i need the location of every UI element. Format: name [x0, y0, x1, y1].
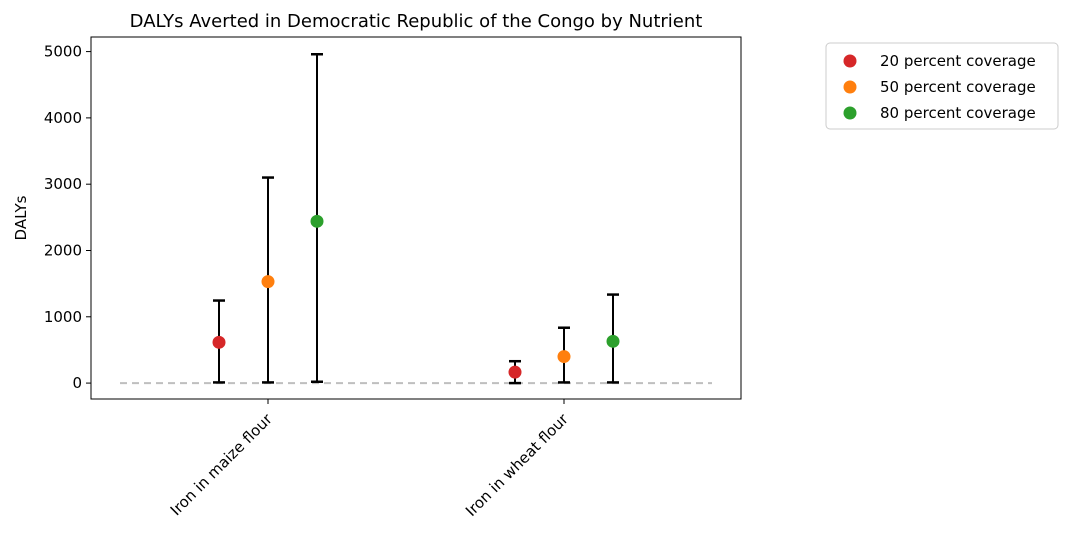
legend-marker	[843, 80, 857, 94]
legend: 20 percent coverage 50 percent coverage 80…	[825, 42, 1059, 130]
chart-title: DALYs Averted in Democratic Republic of …	[130, 11, 703, 32]
y-tick-label: 3000	[44, 175, 82, 193]
y-axis-title: DALYs	[12, 195, 30, 240]
y-tick-label: 1000	[44, 308, 82, 326]
legend-label: 20 percent coverage	[880, 52, 1036, 70]
legend-marker	[843, 106, 857, 120]
legend-marker	[843, 54, 857, 68]
legend-label: 80 percent coverage	[880, 104, 1036, 122]
data-point	[261, 275, 275, 289]
plot-area	[91, 37, 741, 399]
x-tick-label: Iron in maize flour	[167, 410, 277, 520]
legend-frame	[825, 42, 1059, 130]
y-tick-label: 4000	[44, 109, 82, 127]
data-point	[310, 214, 324, 228]
data-point	[557, 350, 571, 364]
y-tick-label: 5000	[44, 43, 82, 61]
data-point	[508, 365, 522, 379]
y-tick-label: 0	[72, 374, 82, 392]
data-point	[606, 334, 620, 348]
plot-frame	[90, 36, 742, 400]
y-tick-label: 2000	[44, 241, 82, 259]
data-point	[212, 335, 226, 349]
legend-label: 50 percent coverage	[880, 78, 1036, 96]
x-tick-label: Iron in wheat flour	[462, 410, 572, 520]
